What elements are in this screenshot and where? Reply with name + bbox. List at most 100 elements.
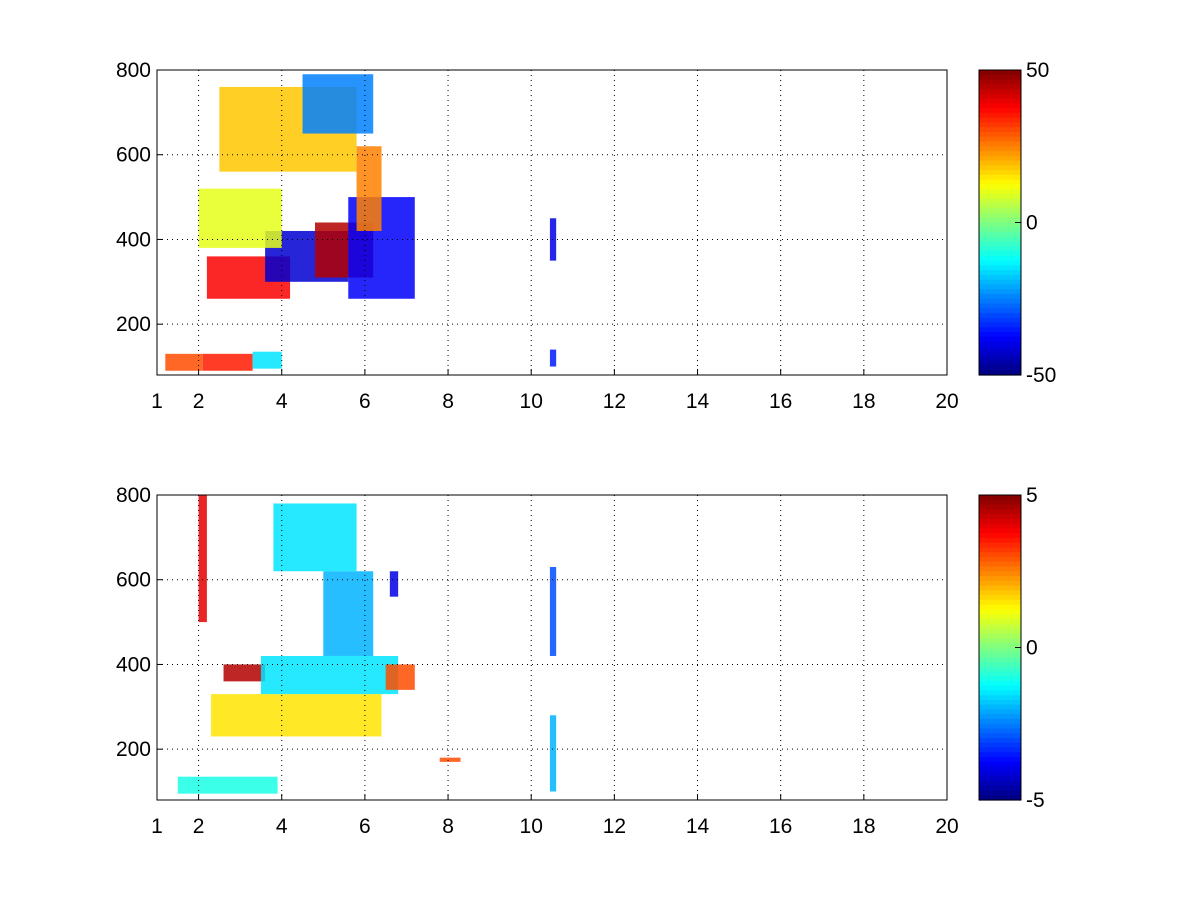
- colorbar-swatch: [979, 509, 1021, 515]
- colorbar-swatch: [979, 351, 1021, 357]
- x-tick-label: 20: [935, 815, 958, 838]
- top-heatmap-plot-area: [165, 74, 557, 371]
- bottom-colorbar: 5 0 -5: [978, 484, 1045, 812]
- colorbar-swatch: [979, 308, 1021, 314]
- y-tick-label: 600: [116, 569, 151, 592]
- colorbar-swatch: [979, 671, 1021, 677]
- heat-region-6: [385, 664, 415, 690]
- colorbar-swatch: [979, 122, 1021, 128]
- colorbar-swatch: [979, 241, 1021, 247]
- colorbar-swatch: [979, 780, 1021, 787]
- colorbar-swatch: [979, 360, 1021, 367]
- colorbar-swatch: [979, 198, 1021, 205]
- colorbar-swatch: [979, 184, 1021, 190]
- colorbar-swatch: [979, 766, 1021, 773]
- top-heatmap-frame: [156, 69, 948, 376]
- colorbar-swatch: [979, 761, 1021, 768]
- x-tick-label: 6: [359, 390, 371, 413]
- x-tick-label: 14: [686, 390, 710, 413]
- colorbar-swatch: [979, 676, 1021, 682]
- colorbar-swatch: [979, 752, 1021, 758]
- bottom-heatmap-y-ticks: 200 400 600 800: [116, 484, 163, 761]
- y-tick-label: 200: [116, 313, 151, 336]
- colorbar-swatch: [979, 136, 1021, 143]
- colorbar-swatch: [979, 93, 1021, 100]
- colorbar-tick-label: 50: [1026, 59, 1049, 82]
- top-colorbar: 50 0 -50: [978, 59, 1056, 387]
- colorbar-swatch: [979, 566, 1021, 572]
- colorbar-swatch: [979, 317, 1021, 324]
- x-tick-label: 8: [442, 390, 454, 413]
- colorbar-swatch: [979, 595, 1021, 601]
- colorbar-swatch: [979, 690, 1021, 696]
- colorbar-swatch: [979, 170, 1021, 176]
- colorbar-swatch: [979, 657, 1021, 663]
- colorbar-swatch: [979, 495, 1021, 501]
- colorbar-swatch: [979, 718, 1021, 725]
- colorbar-swatch: [979, 590, 1021, 596]
- colorbar-swatch: [979, 733, 1021, 739]
- colorbar-swatch: [979, 685, 1021, 691]
- colorbar-swatch: [979, 533, 1021, 539]
- colorbar-swatch: [979, 332, 1021, 338]
- colorbar-swatch: [979, 571, 1021, 577]
- colorbar-swatch: [979, 146, 1021, 152]
- colorbar-swatch: [979, 74, 1021, 81]
- x-tick-label: 18: [852, 815, 875, 838]
- colorbar-swatch: [979, 189, 1021, 195]
- colorbar-swatch: [979, 327, 1021, 333]
- colorbar-swatch: [979, 561, 1021, 568]
- colorbar-swatch: [979, 652, 1021, 658]
- heat-region-2: [223, 664, 266, 682]
- colorbar-swatch: [979, 127, 1021, 133]
- colorbar-swatch: [979, 785, 1021, 792]
- x-tick-label: 8: [442, 815, 454, 838]
- colorbar-swatch: [979, 523, 1021, 529]
- colorbar-tick-label: 0: [1026, 212, 1038, 235]
- bottom-heatmap-plot-area: [177, 495, 557, 794]
- colorbar-swatch: [979, 255, 1021, 262]
- y-tick-label: 200: [116, 738, 151, 761]
- colorbar-swatch: [979, 79, 1021, 85]
- colorbar-swatch: [979, 771, 1021, 777]
- heat-region-10: [198, 495, 207, 623]
- y-tick-label: 600: [116, 144, 151, 167]
- heat-region-11: [549, 218, 557, 261]
- colorbar-swatch: [979, 518, 1021, 525]
- colorbar-swatch: [979, 666, 1021, 672]
- y-tick-label: 400: [116, 228, 151, 251]
- colorbar-swatch: [979, 723, 1021, 730]
- colorbar-swatch: [979, 552, 1021, 558]
- colorbar-swatch: [979, 365, 1021, 371]
- colorbar-swatch: [979, 623, 1021, 630]
- colorbar-tick-label: -50: [1026, 364, 1056, 387]
- colorbar-swatch: [979, 604, 1021, 610]
- colorbar-swatch: [979, 499, 1021, 506]
- colorbar-swatch: [979, 704, 1021, 711]
- colorbar-swatch: [979, 728, 1021, 734]
- x-tick-label: 10: [520, 390, 543, 413]
- colorbar-swatch: [979, 628, 1021, 634]
- colorbar-swatch: [979, 103, 1021, 109]
- heat-region-11: [439, 757, 461, 762]
- colorbar-swatch: [979, 599, 1021, 606]
- bottom-heatmap-x-ticks: 1 2 4 6 8 10 12 14 16 18 20: [151, 794, 959, 838]
- colorbar-swatch: [979, 714, 1021, 720]
- colorbar-swatch: [979, 633, 1021, 639]
- colorbar-swatch: [979, 795, 1021, 801]
- colorbar-swatch: [979, 165, 1021, 171]
- colorbar-swatch: [979, 303, 1021, 309]
- colorbar-swatch: [979, 576, 1021, 582]
- colorbar-swatch: [979, 155, 1021, 162]
- heat-region-1: [211, 694, 382, 737]
- x-tick-label: 20: [935, 390, 958, 413]
- colorbar-swatch: [979, 647, 1021, 653]
- colorbar-swatch: [979, 298, 1021, 305]
- colorbar-swatch: [979, 514, 1021, 520]
- colorbar-swatch: [979, 279, 1021, 286]
- colorbar-swatch: [979, 212, 1021, 219]
- colorbar-swatch: [979, 112, 1021, 119]
- colorbar-swatch: [979, 547, 1021, 553]
